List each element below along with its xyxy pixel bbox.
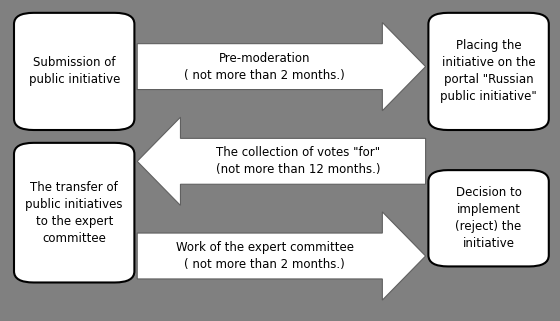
Polygon shape: [137, 212, 426, 300]
Polygon shape: [137, 22, 426, 111]
Text: The transfer of
public initiatives
to the expert
committee: The transfer of public initiatives to th…: [25, 181, 123, 245]
Text: Work of the expert committee
( not more than 2 months.): Work of the expert committee ( not more …: [176, 241, 353, 271]
Text: Placing the
initiative on the
portal "Russian
public initiative": Placing the initiative on the portal "Ru…: [440, 39, 537, 103]
Text: The collection of votes "for"
(not more than 12 months.): The collection of votes "for" (not more …: [216, 146, 380, 176]
Text: Decision to
implement
(reject) the
initiative: Decision to implement (reject) the initi…: [455, 186, 522, 250]
FancyBboxPatch shape: [14, 13, 134, 130]
FancyBboxPatch shape: [428, 170, 549, 266]
Text: Submission of
public initiative: Submission of public initiative: [29, 56, 120, 86]
Text: Pre-moderation
( not more than 2 months.): Pre-moderation ( not more than 2 months.…: [184, 52, 345, 82]
Polygon shape: [137, 117, 426, 205]
FancyBboxPatch shape: [14, 143, 134, 282]
FancyBboxPatch shape: [428, 13, 549, 130]
